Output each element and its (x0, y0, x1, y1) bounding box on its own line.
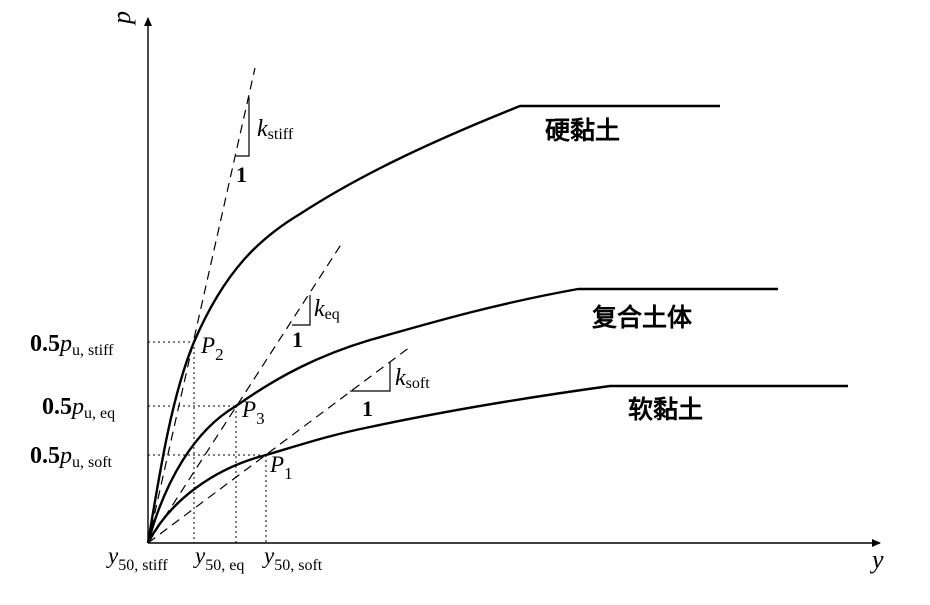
label-composite: 复合土体 (592, 303, 693, 332)
p-y-curves (146, 104, 848, 544)
slope-triangle-soft (350, 362, 391, 392)
slope-triangle-eq (292, 295, 311, 326)
y-tick-eq: 0.5pu, eq (42, 394, 115, 422)
secant-lines (147, 67, 411, 544)
k-eq-label: keq (314, 296, 340, 323)
x-tick-eq: y50, eq (193, 543, 244, 574)
k-stiff-label: kstiff (257, 116, 294, 143)
y-axis-label: p (107, 11, 136, 26)
slope-triangles (236, 97, 391, 392)
label-soft-clay: 软黏土 (628, 395, 703, 424)
x-tick-stiff: y50, stiff (106, 543, 168, 574)
x-tick-soft: y50, soft (262, 543, 323, 574)
curve-soft-clay (146, 384, 848, 544)
point-p1-label: P1 (269, 452, 293, 483)
point-p2-label: P2 (200, 333, 224, 364)
one-stiff-label: 1 (236, 162, 247, 187)
curve-stiff-clay (146, 104, 720, 544)
point-p3-label: P3 (241, 397, 265, 428)
secant-soft (147, 346, 411, 544)
one-eq-label: 1 (292, 327, 303, 352)
label-stiff-clay: 硬黏土 (545, 116, 620, 145)
y-tick-soft: 0.5pu, soft (30, 443, 113, 471)
slope-triangle-stiff (236, 97, 250, 157)
secant-stiff (147, 67, 256, 544)
y-tick-stiff: 0.5pu, stiff (30, 331, 114, 359)
k-soft-label: ksoft (395, 365, 430, 392)
x-axis-label: y (869, 545, 884, 574)
one-soft-label: 1 (362, 396, 373, 421)
curve-composite (146, 287, 778, 544)
